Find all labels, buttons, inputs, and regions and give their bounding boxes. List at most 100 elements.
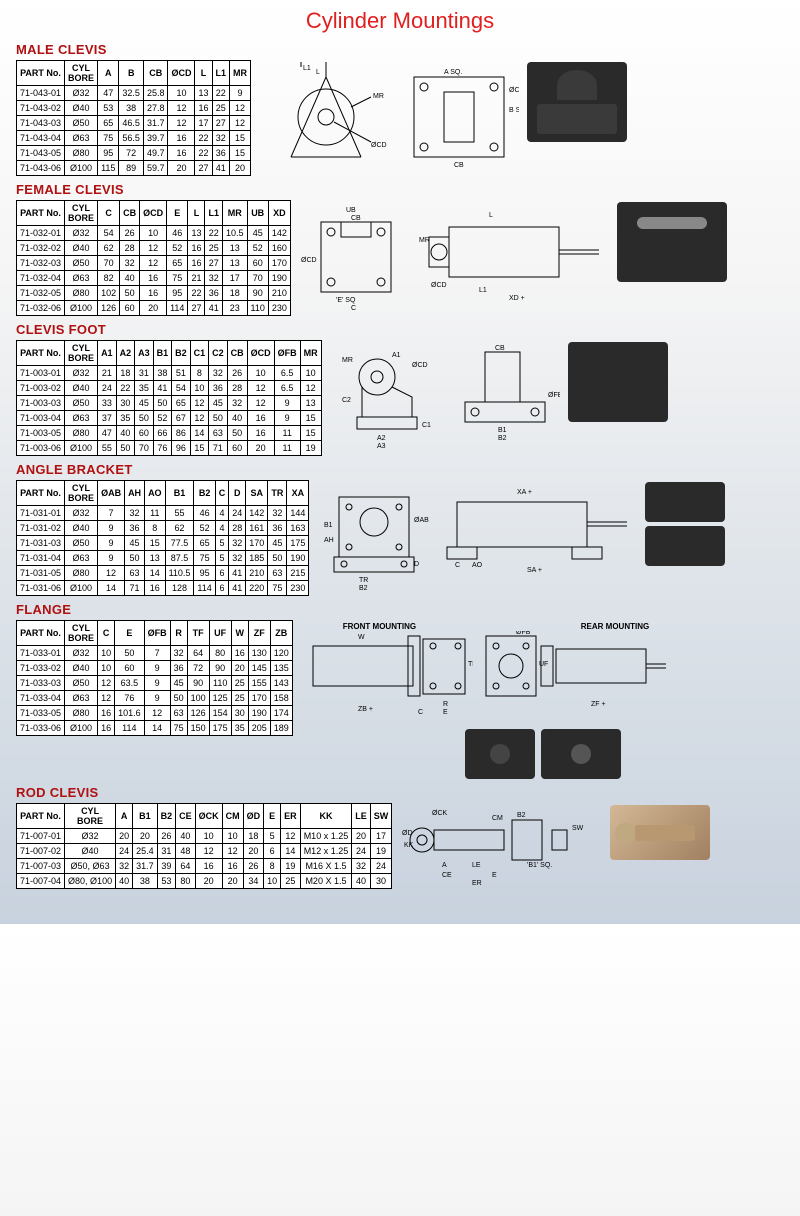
cell: Ø40 [65, 381, 98, 396]
col-header: XD [268, 201, 290, 226]
cell: 18 [222, 286, 247, 301]
cell: 15 [300, 411, 321, 426]
cell: 64 [176, 859, 196, 874]
col-header: ØAB [98, 481, 125, 506]
svg-text:MR: MR [419, 237, 430, 244]
cell: 41 [205, 301, 223, 316]
svg-text:B SQ.: B SQ. [509, 107, 519, 114]
table-row: 71-031-04Ø639501387.57553218550190 [17, 551, 309, 566]
cell: 50 [209, 411, 228, 426]
cell: 6 [264, 844, 281, 859]
cell: 49.7 [143, 146, 168, 161]
col-header: PART No. [17, 61, 65, 86]
cell: 26 [227, 366, 247, 381]
section-title-flange: FLANGE [16, 602, 784, 617]
cell: 48 [176, 844, 196, 859]
cell: 90 [209, 661, 231, 676]
cell: 36 [212, 146, 230, 161]
cell: 185 [246, 551, 268, 566]
cell: 155 [248, 676, 270, 691]
cell: 175 [209, 721, 231, 736]
label-rear-mounting: REAR MOUNTING [581, 622, 671, 631]
cell: 21 [188, 271, 205, 286]
svg-text:L1: L1 [303, 65, 311, 72]
cell: 16 [222, 859, 243, 874]
col-header: E [264, 804, 281, 829]
cell: 35 [231, 721, 248, 736]
cell: 17 [222, 271, 247, 286]
cell: 71-033-02 [17, 661, 65, 676]
cell: 16 [168, 146, 195, 161]
cell: 31 [135, 366, 154, 381]
svg-text:A1: A1 [392, 352, 401, 359]
cell: 70 [98, 256, 120, 271]
cell: 59.7 [143, 161, 168, 176]
cell: 71 [209, 441, 228, 456]
cell: 10 [264, 874, 281, 889]
cell: 12 [300, 381, 321, 396]
table-row: 71-003-04Ø63373550526712504016915 [17, 411, 322, 426]
cell: 71-003-02 [17, 381, 65, 396]
cell: 8 [190, 366, 209, 381]
cell: 5 [215, 551, 229, 566]
cell: 20 [230, 161, 251, 176]
cell: 16 [195, 101, 212, 116]
cell: Ø80 [65, 426, 98, 441]
cell: 12 [247, 381, 274, 396]
cell: Ø50 [65, 676, 98, 691]
col-header: MR [222, 201, 247, 226]
cell: 21 [98, 366, 117, 381]
cell: 16 [168, 131, 195, 146]
cell: 71-003-06 [17, 441, 65, 456]
cell: 27 [195, 161, 212, 176]
svg-text:UF: UF [539, 661, 548, 668]
cell: 20 [168, 161, 195, 176]
cell: 14 [145, 566, 166, 581]
section-angle-bracket: PART No.CYLBOREØABAHAOB1B2CDSATRXA71-031… [16, 480, 784, 596]
cell: 114 [194, 581, 215, 596]
cell: 12 [230, 101, 251, 116]
cell: 28 [229, 521, 246, 536]
col-header: UB [247, 201, 268, 226]
cell: 13 [222, 256, 247, 271]
cell: 50 [125, 551, 145, 566]
cell: 14 [281, 844, 301, 859]
cell: 14 [190, 426, 209, 441]
cell: 20 [195, 874, 222, 889]
svg-text:C: C [455, 562, 460, 569]
cell: 50 [116, 441, 135, 456]
cell: 6.5 [274, 381, 300, 396]
cell: 24 [229, 506, 246, 521]
svg-text:L1: L1 [479, 287, 487, 294]
cell: 71-031-01 [17, 506, 65, 521]
cell: 10 [300, 366, 321, 381]
cell: Ø63 [65, 131, 98, 146]
cell: Ø40 [65, 101, 98, 116]
cell: 70 [247, 271, 268, 286]
cell: 130 [248, 646, 270, 661]
cell: 26 [120, 226, 140, 241]
svg-text:ØCD: ØCD [301, 257, 317, 264]
illus-female-clevis: UB CB 'E' SQ C ØCD L MR ØCD L1 XD + [301, 200, 784, 312]
table-row: 71-031-05Ø80126314110.59564121063215 [17, 566, 309, 581]
cell: 175 [287, 536, 309, 551]
cell: Ø63 [65, 271, 98, 286]
col-header: PART No. [17, 201, 65, 226]
dwg-female-clevis-side: L MR ØCD L1 XD + [419, 202, 609, 302]
cell: 54 [172, 381, 191, 396]
cell: 32 [268, 506, 287, 521]
cell: 32 [227, 396, 247, 411]
svg-text:MR: MR [373, 93, 384, 100]
cell: 12 [195, 844, 222, 859]
svg-text:ØCD: ØCD [371, 142, 387, 149]
cell: 50 [120, 286, 140, 301]
col-header: ØCD [168, 61, 195, 86]
cell: 50 [227, 426, 247, 441]
cell: 71 [125, 581, 145, 596]
svg-text:CB: CB [351, 215, 361, 222]
cell: 16 [188, 241, 205, 256]
cell: 47 [98, 86, 119, 101]
cell: 40 [120, 271, 140, 286]
cell: 14 [98, 581, 125, 596]
cell: 76 [115, 691, 145, 706]
